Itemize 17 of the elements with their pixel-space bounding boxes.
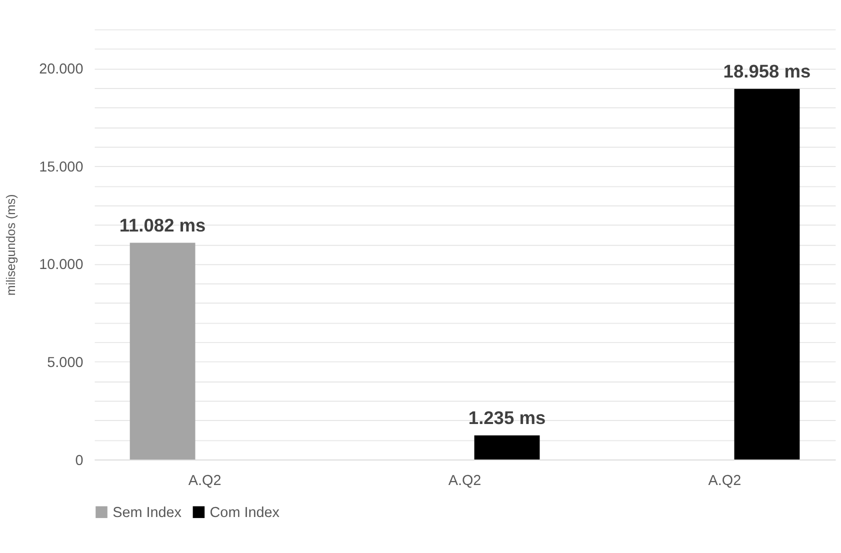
y-tick-label: 5.000: [47, 355, 84, 372]
x-tick-label: A.Q2: [448, 472, 482, 489]
bar: [130, 242, 196, 460]
legend-label: Sem Index: [112, 504, 182, 521]
bar: [734, 88, 800, 460]
data-label: 1.235 ms: [468, 406, 546, 428]
bar: [474, 435, 540, 460]
y-tick-label: 15.000: [39, 159, 84, 176]
data-label: 18.958 ms: [723, 60, 811, 82]
x-tick-label: A.Q2: [708, 472, 742, 489]
y-tick-label: 10.000: [39, 257, 84, 274]
y-tick-label: 20.000: [39, 62, 84, 78]
data-label: 11.082 ms: [119, 214, 206, 236]
y-tick-label: 0: [75, 452, 84, 469]
x-tick-label: A.Q2: [188, 472, 222, 489]
legend-label: Com Index: [210, 504, 280, 521]
y-axis-title: milisegundos (ms): [4, 194, 18, 296]
